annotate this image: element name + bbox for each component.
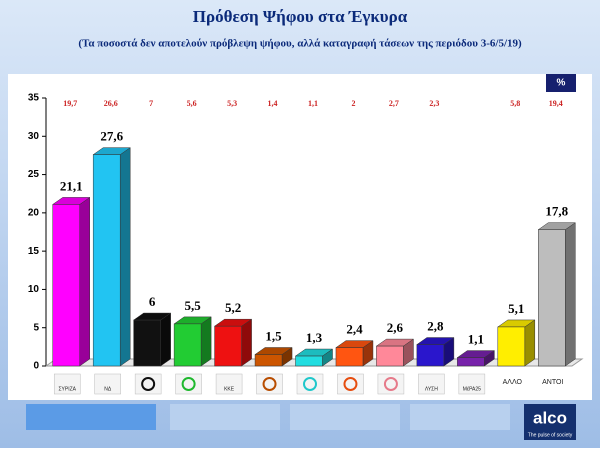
value-label: 5,2 (225, 300, 241, 315)
value-label: 2,6 (387, 320, 404, 335)
y-tick-label: 30 (28, 131, 40, 142)
value-label: 27,6 (100, 129, 123, 144)
previous-value-label: 19,4 (549, 99, 563, 108)
bar (133, 319, 161, 367)
bar-side (241, 318, 252, 367)
y-tick-label: 0 (33, 361, 39, 372)
bar (52, 204, 80, 367)
value-label: 21,1 (60, 178, 83, 193)
brand-box (524, 404, 576, 440)
value-label: 5,5 (184, 298, 201, 313)
previous-value-label: 2 (351, 99, 355, 108)
party-logo-emblem (343, 377, 358, 391)
y-tick-label: 20 (28, 207, 40, 218)
x-tick-label: ΛΥΣΗ (425, 386, 438, 392)
bar (416, 344, 445, 367)
value-label: 2,8 (427, 319, 444, 334)
value-label: 2,4 (346, 322, 363, 337)
y-tick-label: 10 (28, 284, 40, 295)
party-logo (377, 373, 405, 395)
bar (214, 325, 242, 367)
bar-side (79, 196, 90, 367)
y-tick-label: 25 (28, 169, 40, 180)
bar (254, 354, 283, 367)
previous-value-label: 2,3 (429, 99, 439, 108)
value-label: 6 (149, 294, 156, 309)
party-logo (175, 373, 202, 395)
previous-value-label: 7 (149, 99, 153, 108)
x-tick-label: ΑΝΤΟΙ (542, 379, 563, 386)
y-tick-label: 15 (28, 246, 40, 257)
party-logo (215, 373, 243, 395)
x-tick-label: ΜέΡΑ25 (463, 385, 481, 392)
y-tick-label: 35 (28, 93, 40, 104)
bar (92, 154, 121, 367)
bar (335, 347, 364, 367)
value-label: 1,1 (468, 332, 484, 347)
footer-box (410, 404, 510, 430)
party-logo (418, 373, 445, 395)
brand: alco (533, 408, 567, 427)
previous-value-label: 1,4 (268, 99, 278, 108)
chart-title: Πρόθεση Ψήφου στα Έγκυρα (193, 7, 408, 26)
x-tick-label: ΣΥΡΙΖΑ (58, 386, 76, 392)
previous-value-label: 1,1 (308, 99, 318, 108)
previous-value-label: 2,7 (389, 99, 399, 108)
bar-side (565, 222, 576, 367)
bar (173, 323, 202, 367)
value-label: 5,1 (508, 301, 524, 316)
value-label: 1,3 (306, 330, 323, 345)
party-logo-emblem (303, 377, 317, 391)
bar-side (200, 316, 212, 367)
party-logo (458, 373, 486, 395)
previous-value-label: 26,6 (104, 99, 118, 108)
party-logo-emblem (262, 377, 277, 391)
bar-side (524, 319, 536, 367)
bar-side (160, 312, 171, 367)
x-tick-label: ΑΛΛΟ (503, 379, 523, 386)
party-logo (296, 373, 324, 395)
previous-value-label: 5,3 (227, 99, 237, 108)
bar (376, 345, 404, 367)
value-label: 1,5 (265, 328, 282, 343)
x-tick-label: ΝΔ (104, 386, 112, 392)
y-tick-label: 5 (33, 322, 39, 333)
party-logo-emblem (141, 377, 156, 391)
party-logo-emblem (181, 377, 196, 391)
tagline: The pulse of society (528, 432, 573, 438)
bar (295, 355, 323, 367)
party-logo (53, 373, 81, 395)
footer-box (170, 404, 280, 430)
value-label: 17,8 (545, 204, 568, 219)
party-logo (134, 373, 162, 395)
party-logo-emblem (383, 377, 398, 391)
bar (497, 326, 526, 367)
bar-side (119, 147, 131, 367)
previous-value-label: 19,7 (63, 99, 77, 108)
party-logo (94, 373, 121, 395)
x-tick-label: ΚΚΕ (224, 386, 235, 392)
party-logo (256, 373, 283, 395)
party-logo (337, 373, 364, 395)
previous-value-label: 5,8 (510, 99, 520, 108)
footer-box (26, 404, 156, 430)
unit-badge: % (557, 78, 566, 89)
bar (538, 229, 566, 367)
unit-badge-box (546, 74, 576, 92)
chart-subtitle: (Τα ποσοστά δεν αποτελούν πρόβλεψη ψήφου… (78, 38, 522, 50)
previous-value-label: 5,6 (187, 99, 197, 108)
footer-box (290, 404, 400, 430)
bar (457, 357, 485, 367)
